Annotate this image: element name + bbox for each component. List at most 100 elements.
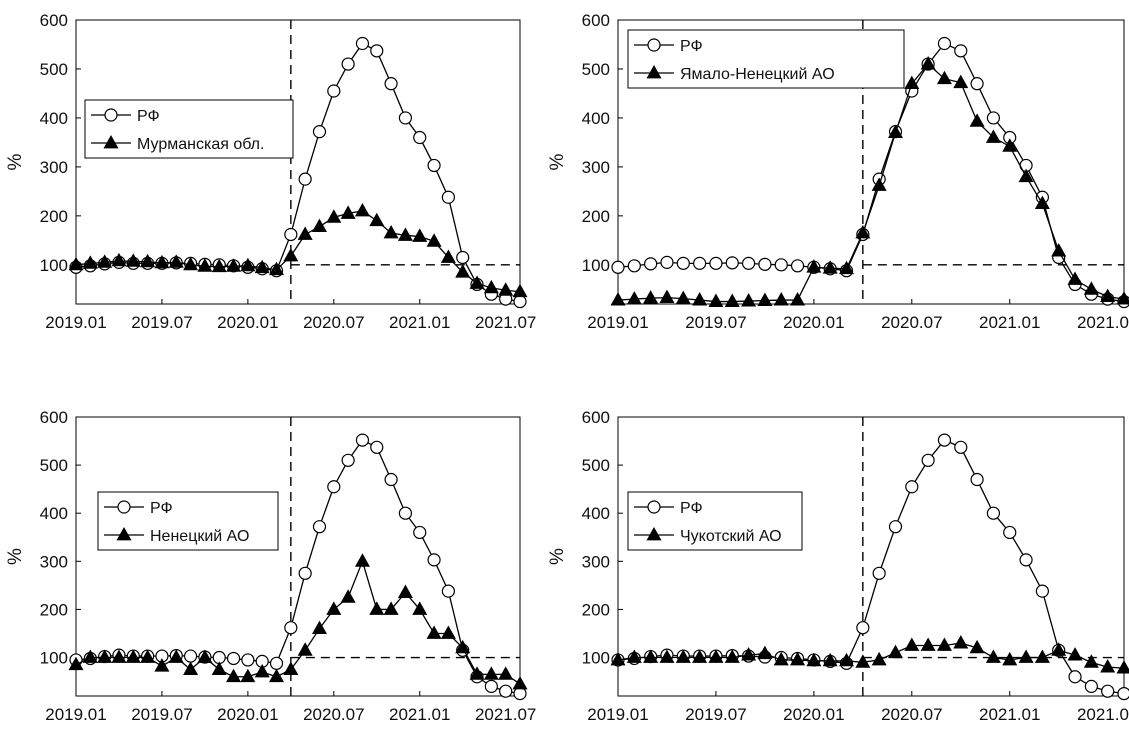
legend-label: РФ <box>680 38 703 55</box>
data-point-circle <box>284 621 298 635</box>
x-tick-label: 2019.01 <box>587 705 648 724</box>
data-point-triangle <box>1002 138 1018 152</box>
data-point-triangle <box>369 601 385 615</box>
data-point-triangle <box>806 259 822 273</box>
data-point-triangle <box>68 656 84 671</box>
data-point-circle <box>513 294 527 309</box>
data-point-circle <box>312 520 327 534</box>
data-point-triangle <box>1018 649 1034 663</box>
data-point-triangle <box>1051 243 1067 257</box>
legend-label: РФ <box>150 500 173 517</box>
data-point-circle <box>241 653 255 667</box>
data-point-triangle <box>1067 647 1083 661</box>
data-point-triangle <box>440 625 456 639</box>
x-tick-label: 2019.01 <box>587 313 648 332</box>
data-point-circle <box>398 506 413 520</box>
data-point-circle <box>269 656 284 670</box>
series-1 <box>611 433 1129 701</box>
data-point-triangle <box>426 625 442 639</box>
data-point-triangle <box>708 649 724 663</box>
y-tick-label: 200 <box>582 207 610 226</box>
series-line <box>75 559 521 685</box>
data-point-triangle <box>871 651 887 666</box>
data-point-circle <box>905 480 919 494</box>
y-tick-label: 500 <box>582 60 610 79</box>
y-tick-label: 400 <box>582 109 610 128</box>
y-tick-label: 100 <box>40 649 68 668</box>
data-point-triangle <box>197 649 213 663</box>
data-point-circle <box>341 57 355 71</box>
y-tick-label: 300 <box>582 552 610 571</box>
data-point-triangle <box>154 254 170 269</box>
data-point-circle <box>954 44 968 58</box>
data-point-circle <box>1101 684 1115 698</box>
data-point-triangle <box>659 289 675 304</box>
y-tick-label: 500 <box>40 60 68 79</box>
x-tick-label: 2019.07 <box>131 313 192 332</box>
data-point-triangle <box>455 639 471 654</box>
data-point-triangle <box>969 639 985 654</box>
data-point-circle <box>413 130 427 145</box>
chart-panel-2: 100 200 300 400 500 600 2019.01 2019.07 2020.01 2… <box>547 11 1129 332</box>
data-point-triangle <box>311 620 327 635</box>
data-point-triangle <box>887 644 903 659</box>
data-point-circle <box>725 256 739 270</box>
data-point-triangle <box>773 292 789 306</box>
data-point-triangle <box>1067 271 1083 285</box>
data-point-triangle <box>871 177 887 191</box>
data-point-circle <box>441 584 455 598</box>
x-tick-label: 2020.07 <box>303 313 364 332</box>
x-tick-label: 2020.07 <box>303 705 364 724</box>
legend: РФ Чукотский АО <box>627 491 803 551</box>
data-point-triangle <box>920 56 936 70</box>
axes-frame <box>75 416 521 697</box>
data-point-triangle <box>953 635 969 649</box>
data-point-triangle <box>822 652 838 667</box>
y-tick-label: 200 <box>40 600 68 619</box>
data-point-circle <box>790 259 805 273</box>
data-point-triangle <box>675 290 691 305</box>
data-point-circle <box>1084 679 1098 693</box>
y-tick-label: 600 <box>582 11 610 30</box>
x-tick-label: 2021.07 <box>475 313 536 332</box>
data-point-triangle <box>397 227 413 241</box>
data-point-triangle <box>790 292 806 306</box>
data-point-triangle <box>68 256 84 271</box>
data-point-triangle <box>757 645 773 660</box>
data-point-triangle <box>226 258 242 272</box>
data-point-circle <box>1068 670 1082 684</box>
series-2 <box>68 553 528 690</box>
data-point-triangle <box>326 209 342 223</box>
data-point-circle <box>758 257 772 271</box>
data-point-triangle <box>969 113 985 127</box>
data-point-triangle <box>1034 195 1050 210</box>
x-tick-label: 2020.01 <box>217 705 278 724</box>
data-point-triangle <box>626 649 642 663</box>
data-point-triangle <box>855 654 871 668</box>
series-2 <box>610 56 1129 307</box>
data-point-circle <box>627 259 641 273</box>
data-point-triangle <box>512 675 528 690</box>
data-point-circle <box>937 36 952 51</box>
data-point-circle <box>226 651 241 666</box>
data-point-triangle <box>1018 168 1034 183</box>
data-point-triangle <box>240 668 256 683</box>
data-point-triangle <box>269 261 285 276</box>
data-point-triangle <box>340 589 356 603</box>
data-point-triangle <box>297 642 313 656</box>
data-point-circle <box>312 125 327 139</box>
data-point-triangle <box>125 649 141 663</box>
data-point-triangle <box>426 233 442 247</box>
data-point-circle <box>970 472 984 487</box>
data-point-triangle <box>383 224 399 239</box>
data-point-triangle <box>226 668 242 683</box>
data-point-triangle <box>168 649 184 663</box>
y-axis-label: % <box>5 548 26 565</box>
data-point-circle <box>398 111 413 125</box>
data-point-triangle <box>936 637 952 651</box>
data-point-circle <box>513 686 527 701</box>
data-point-circle <box>872 566 886 580</box>
x-tick-label: 2021.01 <box>979 313 1040 332</box>
data-point-triangle <box>168 254 184 268</box>
